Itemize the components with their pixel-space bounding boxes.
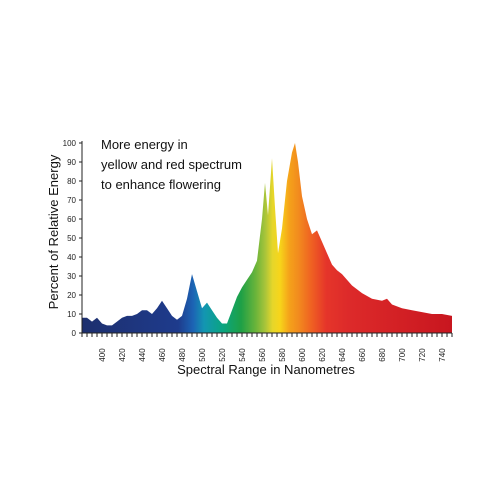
x-tick-label: 540: [238, 348, 247, 362]
x-tick-label: 640: [338, 348, 347, 362]
annotation-line-2: yellow and red spectrum: [101, 157, 242, 172]
x-tick-label: 600: [298, 348, 307, 362]
annotation-line-3: to enhance flowering: [101, 177, 221, 192]
y-tick-label: 60: [67, 215, 76, 224]
y-tick-label: 70: [67, 196, 76, 205]
x-tick-label: 580: [278, 348, 287, 362]
chart-annotation: More energy in yellow and red spectrum t…: [101, 137, 242, 192]
x-tick-label: 700: [398, 348, 407, 362]
x-axis-ticks: 400 420 440 460 480 500 520 540 560 580 600 620 640 6…: [81, 333, 453, 362]
y-tick-label: 20: [67, 291, 76, 300]
x-tick-label: 660: [358, 348, 367, 362]
y-tick-label: 100: [63, 139, 77, 148]
y-tick-label: 40: [67, 253, 76, 262]
y-tick-label: 80: [67, 177, 76, 186]
x-tick-label: 400: [98, 348, 107, 362]
x-tick-label: 500: [198, 348, 207, 362]
x-axis-title: Spectral Range in Nanometres: [177, 362, 355, 377]
x-tick-label: 460: [158, 348, 167, 362]
annotation-line-1: More energy in: [101, 137, 188, 152]
x-tick-label: 480: [178, 348, 187, 362]
y-axis-title: Percent of Relative Energy: [46, 154, 61, 309]
y-tick-label: 30: [67, 272, 76, 281]
x-tick-label: 520: [218, 348, 227, 362]
x-tick-label: 420: [118, 348, 127, 362]
y-tick-label: 10: [67, 310, 76, 319]
x-tick-label: 680: [378, 348, 387, 362]
x-tick-label: 620: [318, 348, 327, 362]
y-axis-ticks: 0 10 20 30 40 50 60 70 80 90 100: [63, 139, 82, 338]
x-tick-label: 740: [438, 348, 447, 362]
y-tick-label: 0: [72, 329, 77, 338]
x-tick-label: 440: [138, 348, 147, 362]
y-tick-label: 90: [67, 158, 76, 167]
y-tick-label: 50: [67, 234, 76, 243]
x-tick-label: 560: [258, 348, 267, 362]
spectrum-area: [82, 143, 452, 333]
x-tick-label: 720: [418, 348, 427, 362]
